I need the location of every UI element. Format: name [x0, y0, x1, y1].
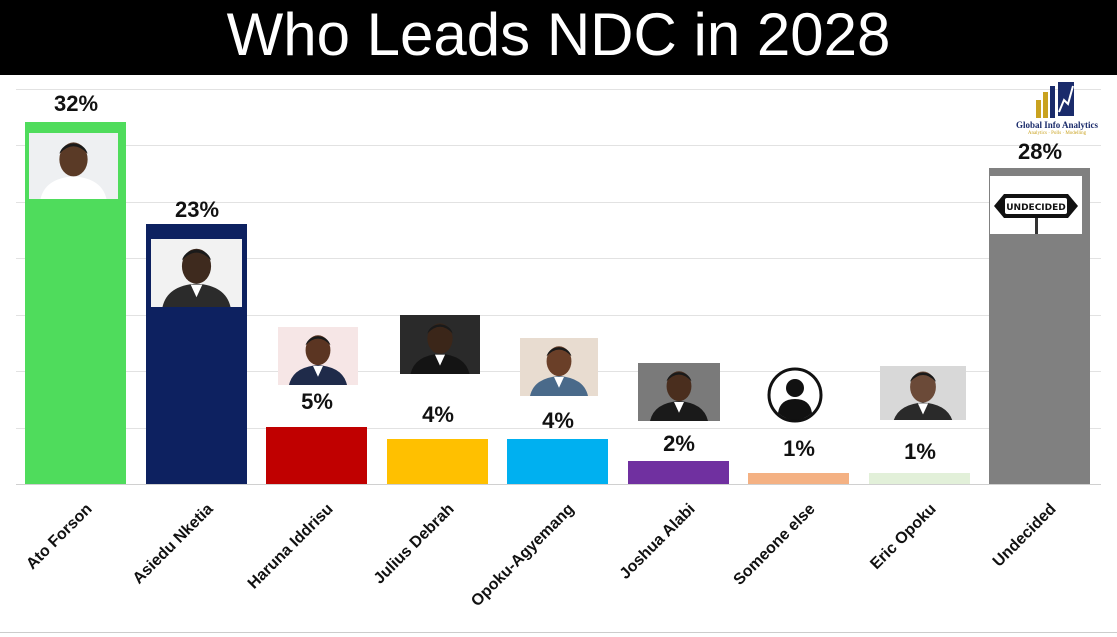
category-label: Ato Forson — [22, 500, 96, 573]
gridline — [16, 258, 1101, 259]
category-label: Joshua Alabi — [616, 500, 699, 583]
value-label: 4% — [422, 402, 454, 427]
bar-joshua-alabi — [628, 461, 729, 484]
category-label: Eric Opoku — [866, 500, 940, 574]
value-label: 1% — [783, 436, 815, 461]
value-label: 4% — [542, 408, 574, 433]
gridline — [16, 427, 1101, 429]
user-silhouette-icon — [766, 367, 824, 423]
candidate-photo — [29, 133, 118, 199]
undecided-sign-icon: UNDECIDED — [990, 176, 1082, 234]
global-info-analytics-logo: Global Info Analytics Analytics · Polls … — [1012, 78, 1102, 140]
x-axis-baseline — [16, 484, 1101, 485]
category-label: Someone else — [730, 500, 819, 589]
bar-opoku-agyemang — [507, 439, 608, 484]
chart-title: Who Leads NDC in 2028 — [0, 0, 1117, 75]
candidate-photo — [638, 363, 720, 421]
footer-divider — [0, 632, 1117, 633]
category-label: Julius Debrah — [370, 500, 458, 588]
logo-tagline: Analytics · Polls · Modelling — [1027, 131, 1087, 136]
bar-haruna-iddrisu — [266, 427, 367, 484]
value-label: 5% — [301, 389, 333, 414]
value-label: 28% — [1017, 139, 1063, 164]
category-label: Opoku-Agyemang — [467, 500, 578, 611]
gridline — [16, 201, 1101, 203]
candidate-photo — [520, 338, 598, 396]
value-label: 23% — [174, 197, 220, 222]
value-label: 2% — [663, 431, 695, 456]
candidate-photo — [151, 239, 242, 307]
bar-eric-opoku — [869, 473, 970, 484]
svg-text:UNDECIDED: UNDECIDED — [1006, 203, 1066, 213]
gridline — [16, 88, 1101, 90]
value-label: 32% — [53, 91, 99, 116]
candidate-photo — [880, 366, 966, 420]
category-label: Asiedu Nketia — [129, 500, 217, 588]
category-label: Haruna Iddrisu — [244, 500, 337, 593]
bar-julius-debrah — [387, 439, 488, 484]
logo-name: Global Info Analytics — [1015, 120, 1098, 130]
value-label: 1% — [904, 439, 936, 464]
candidate-photo — [278, 327, 358, 385]
gridline — [16, 145, 1101, 146]
gridline — [16, 314, 1101, 316]
bar-chart-logo-icon — [1036, 82, 1074, 118]
category-label: Undecided — [989, 500, 1060, 571]
candidate-photo — [400, 315, 480, 374]
bar-someone-else — [748, 473, 849, 484]
